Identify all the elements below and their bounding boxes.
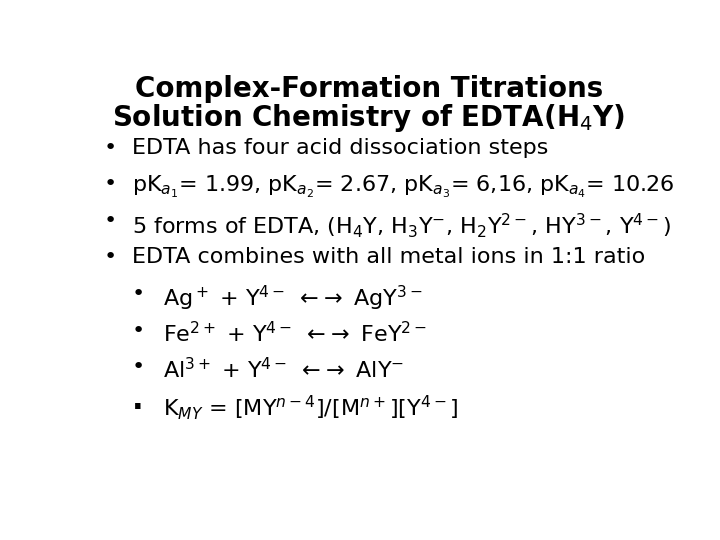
Text: 5 forms of EDTA, (H$_4$Y, H$_3$Y$^{-}$, H$_2$Y$^{2-}$, HY$^{3-}$, Y$^{4-}$): 5 forms of EDTA, (H$_4$Y, H$_3$Y$^{-}$, … — [132, 211, 671, 240]
Text: •: • — [132, 284, 145, 304]
Text: Fe$^{2+}$ + Y$^{4-}$ $\leftarrow\!\rightarrow$ FeY$^{2-}$: Fe$^{2+}$ + Y$^{4-}$ $\leftarrow\!\right… — [163, 321, 427, 346]
Text: EDTA has four acid dissociation steps: EDTA has four acid dissociation steps — [132, 138, 548, 158]
Text: Al$^{3+}$ + Y$^{4-}$ $\leftarrow\!\rightarrow$ AlY$^{-}$: Al$^{3+}$ + Y$^{4-}$ $\leftarrow\!\right… — [163, 357, 404, 382]
Text: K$_{MY}$ = [MY$^{n-4}$]/[M$^{n+}$][Y$^{4-}$]: K$_{MY}$ = [MY$^{n-4}$]/[M$^{n+}$][Y$^{4… — [163, 394, 458, 422]
Text: ·: · — [132, 394, 143, 423]
Text: •: • — [132, 357, 145, 377]
Text: Ag$^+$ + Y$^{4-}$ $\leftarrow\!\rightarrow$ AgY$^{3-}$: Ag$^+$ + Y$^{4-}$ $\leftarrow\!\rightarr… — [163, 284, 423, 313]
Text: •: • — [104, 211, 117, 231]
Text: •: • — [104, 138, 117, 158]
Text: •: • — [104, 247, 117, 267]
Text: Solution Chemistry of EDTA(H$_4$Y): Solution Chemistry of EDTA(H$_4$Y) — [112, 102, 626, 134]
Text: •: • — [132, 321, 145, 341]
Text: Complex-Formation Titrations: Complex-Formation Titrations — [135, 75, 603, 103]
Text: EDTA combines with all metal ions in 1:1 ratio: EDTA combines with all metal ions in 1:1… — [132, 247, 645, 267]
Text: •: • — [104, 174, 117, 194]
Text: pK$_{a_1}$= 1.99, pK$_{a_2}$= 2.67, pK$_{a_3}$= 6,16, pK$_{a_4}$= 10.26: pK$_{a_1}$= 1.99, pK$_{a_2}$= 2.67, pK$_… — [132, 174, 675, 200]
